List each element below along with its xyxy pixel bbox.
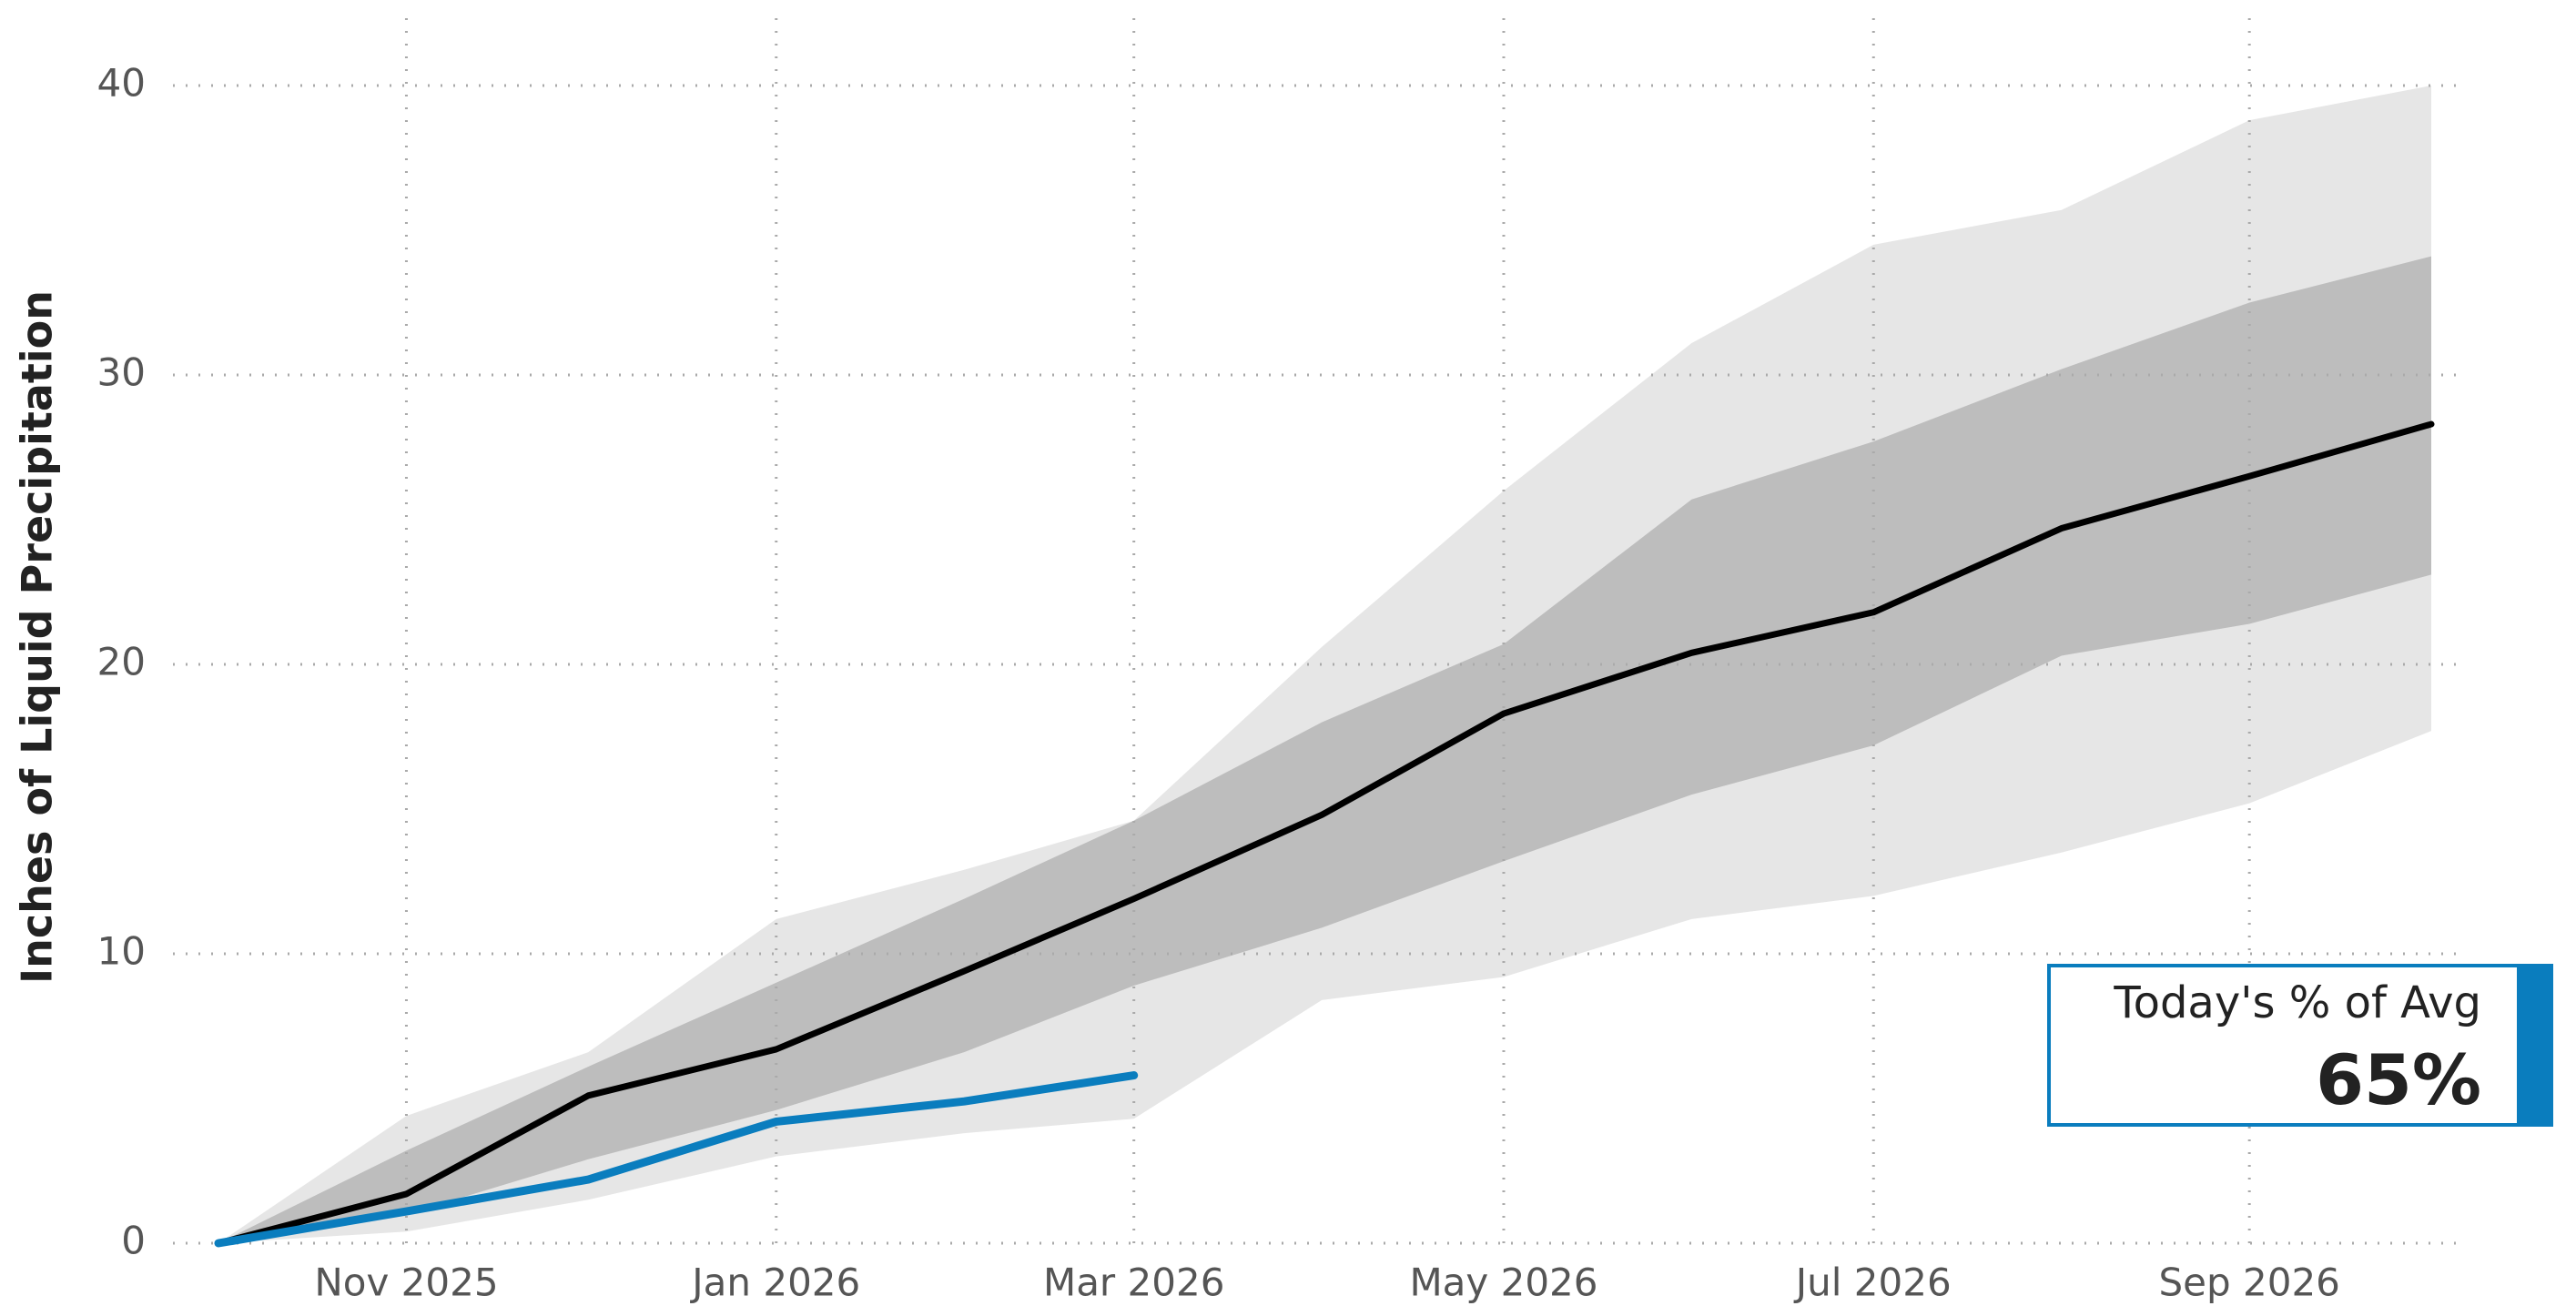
x-tick-label: May 2026: [1409, 1260, 1597, 1305]
annotation-strip: [2517, 966, 2551, 1125]
y-axis-title: Inches of Liquid Precipitation: [13, 290, 62, 984]
line: [215, 420, 2435, 1247]
band: [218, 86, 2431, 1243]
annotation-box: [2047, 964, 2553, 1127]
x-tick-label: Sep 2026: [2158, 1260, 2339, 1305]
y-tick-label: 30: [97, 350, 146, 395]
annotation-value: 65%: [2316, 1039, 2481, 1120]
x-tick-label: Jul 2026: [1793, 1260, 1952, 1305]
band: [218, 256, 2431, 1243]
x-tick-label: Jan 2026: [689, 1260, 860, 1305]
line: [214, 1071, 1139, 1248]
y-tick-label: 0: [121, 1219, 146, 1263]
y-tick-label: 10: [97, 929, 146, 974]
x-tick-label: Nov 2025: [314, 1260, 498, 1305]
annotation-title: Today's % of Avg: [2113, 977, 2481, 1028]
x-tick-label: Mar 2026: [1043, 1260, 1224, 1305]
y-tick-label: 20: [97, 640, 146, 684]
y-tick-label: 40: [97, 61, 146, 106]
